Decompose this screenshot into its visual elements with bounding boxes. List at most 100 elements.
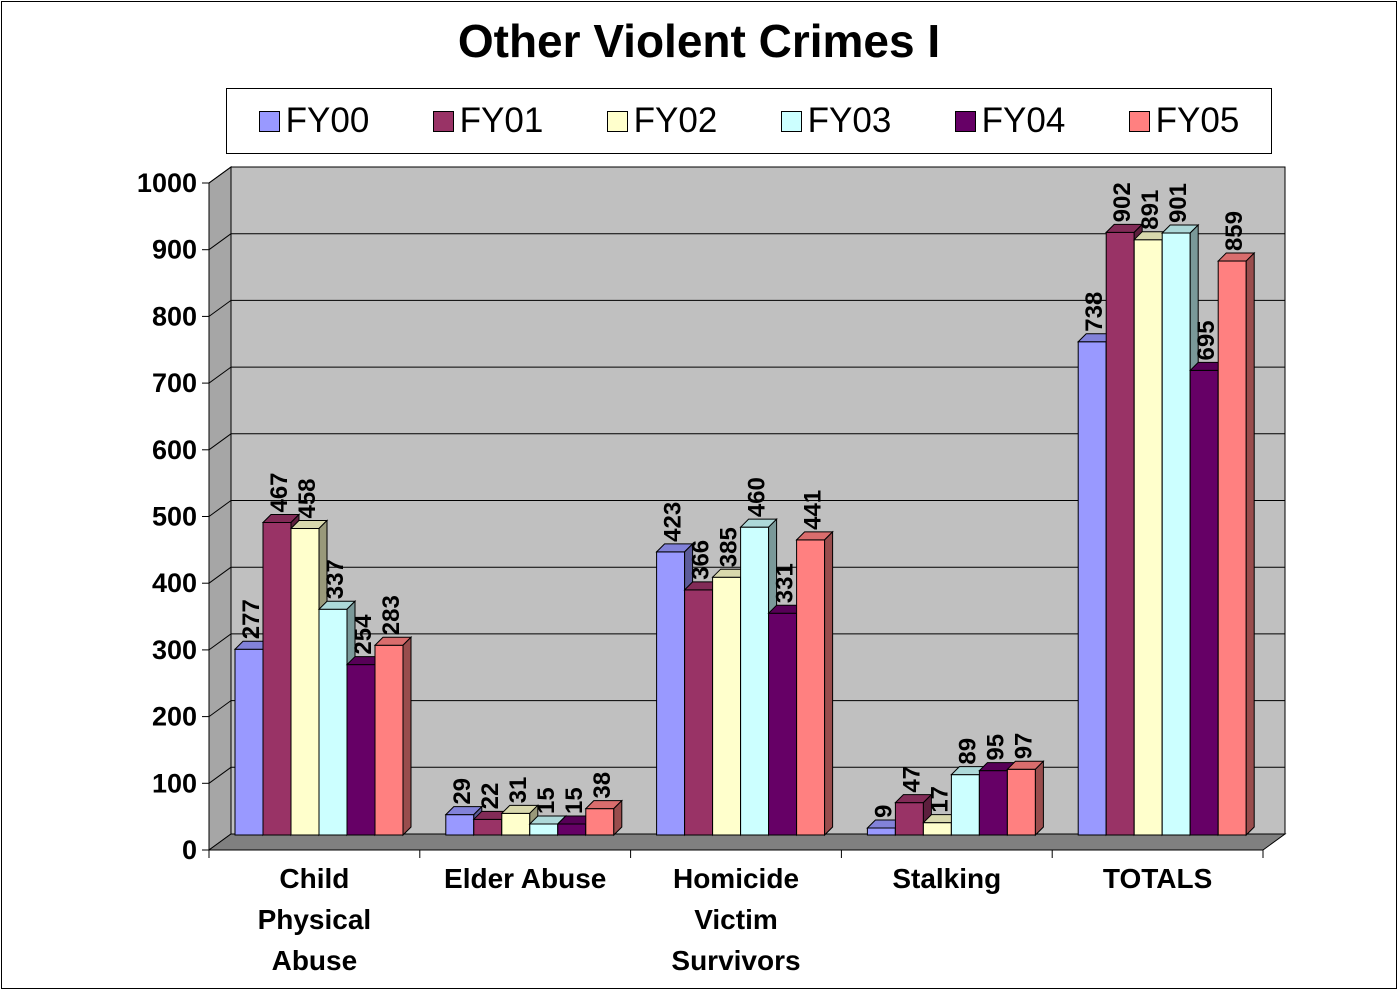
gridline (208, 433, 232, 451)
bar (373, 636, 413, 837)
legend-item: FY03 (780, 101, 892, 141)
gridline (208, 500, 232, 517)
data-label: 458 (294, 478, 321, 518)
bar (584, 799, 624, 837)
legend-swatch (258, 110, 280, 132)
data-label: 902 (1109, 182, 1136, 222)
bar-front (1217, 260, 1247, 836)
legend-label: FY03 (807, 101, 892, 140)
bar-front (1105, 231, 1135, 836)
y-tick-label: 600 (152, 435, 197, 465)
bar-side (613, 799, 623, 837)
data-label: 277 (238, 599, 265, 639)
x-tick-label: Survivors (671, 945, 800, 976)
data-label: 366 (688, 540, 715, 580)
y-tick-label: 700 (152, 368, 197, 398)
x-tick-label: Homicide (673, 863, 799, 894)
legend-item: FY05 (1128, 101, 1240, 141)
x-tick-label: Elder Abuse (444, 863, 606, 894)
bar-front (234, 648, 264, 836)
legend-label: FY00 (285, 101, 370, 140)
data-label: 38 (589, 772, 616, 799)
bar-front (1077, 341, 1107, 836)
bar-front (712, 576, 742, 836)
data-label: 47 (898, 766, 925, 793)
data-label: 467 (266, 472, 293, 512)
y-tick-label: 300 (152, 635, 197, 665)
bar-front (290, 528, 320, 836)
data-label: 29 (449, 778, 476, 805)
data-label: 254 (350, 614, 377, 655)
bar-front (978, 770, 1008, 836)
gridline (208, 366, 232, 384)
bar-front (445, 814, 475, 836)
gridline (208, 166, 232, 184)
data-label: 31 (505, 777, 532, 804)
data-label: 441 (800, 490, 827, 530)
legend-swatch (606, 110, 628, 132)
bar-front (950, 774, 980, 836)
bar (1216, 251, 1256, 837)
bar-front (1189, 369, 1219, 836)
data-label: 331 (772, 563, 799, 603)
legend-swatch (954, 110, 976, 132)
bar (894, 793, 933, 837)
bar-front (262, 522, 292, 836)
legend-item: FY02 (606, 101, 718, 141)
data-label: 97 (1010, 733, 1037, 760)
bar-front (501, 812, 531, 836)
bar-front (318, 608, 348, 836)
bar-side (402, 636, 412, 837)
y-tick-label: 1000 (137, 168, 197, 198)
gridline (208, 299, 232, 317)
data-label: 891 (1137, 190, 1164, 230)
legend-item: FY04 (954, 101, 1066, 141)
gridline (208, 766, 232, 784)
bar-front (894, 802, 924, 836)
gridline (208, 633, 232, 651)
legend-label: FY05 (1155, 101, 1240, 140)
y-tick-label: 400 (152, 568, 197, 598)
bar-front (557, 823, 587, 836)
bar-front (866, 827, 896, 836)
bar-front (473, 818, 503, 836)
gridline (208, 566, 232, 584)
bar (795, 530, 834, 837)
legend-swatch (432, 110, 454, 132)
legend-label: FY04 (981, 101, 1066, 140)
data-label: 22 (477, 783, 504, 810)
bar-front (585, 808, 615, 836)
data-label: 385 (716, 527, 743, 567)
bar-front (1161, 232, 1191, 836)
data-label: 738 (1081, 292, 1108, 332)
data-label: 337 (322, 559, 349, 599)
bar-front (740, 526, 770, 836)
data-label: 423 (660, 502, 687, 542)
data-label: 95 (982, 734, 1009, 761)
gridline (208, 700, 232, 718)
y-tick-label: 900 (152, 235, 197, 265)
data-label: 859 (1221, 211, 1248, 251)
legend-label: FY02 (633, 101, 718, 140)
x-tick-label: TOTALS (1103, 863, 1212, 894)
legend-swatch (1128, 110, 1150, 132)
bar-side (824, 530, 834, 837)
data-label: 9 (870, 805, 897, 818)
bar-front (1133, 239, 1163, 836)
data-label: 460 (744, 477, 771, 517)
bar-front (529, 823, 559, 836)
bar-front (656, 551, 686, 836)
y-tick-label: 800 (152, 301, 197, 331)
x-tick-label: Physical (258, 904, 372, 935)
data-label: 17 (926, 786, 953, 813)
data-label: 15 (533, 787, 560, 814)
plot-floor (207, 833, 1287, 851)
data-label: 89 (954, 738, 981, 765)
gridline (208, 233, 232, 251)
chart-title: Other Violent Crimes I (457, 15, 941, 67)
y-tick-label: 500 (152, 502, 197, 532)
y-tick-label: 100 (152, 768, 197, 798)
legend-label: FY01 (459, 101, 544, 140)
x-tick-label: Abuse (272, 945, 358, 976)
